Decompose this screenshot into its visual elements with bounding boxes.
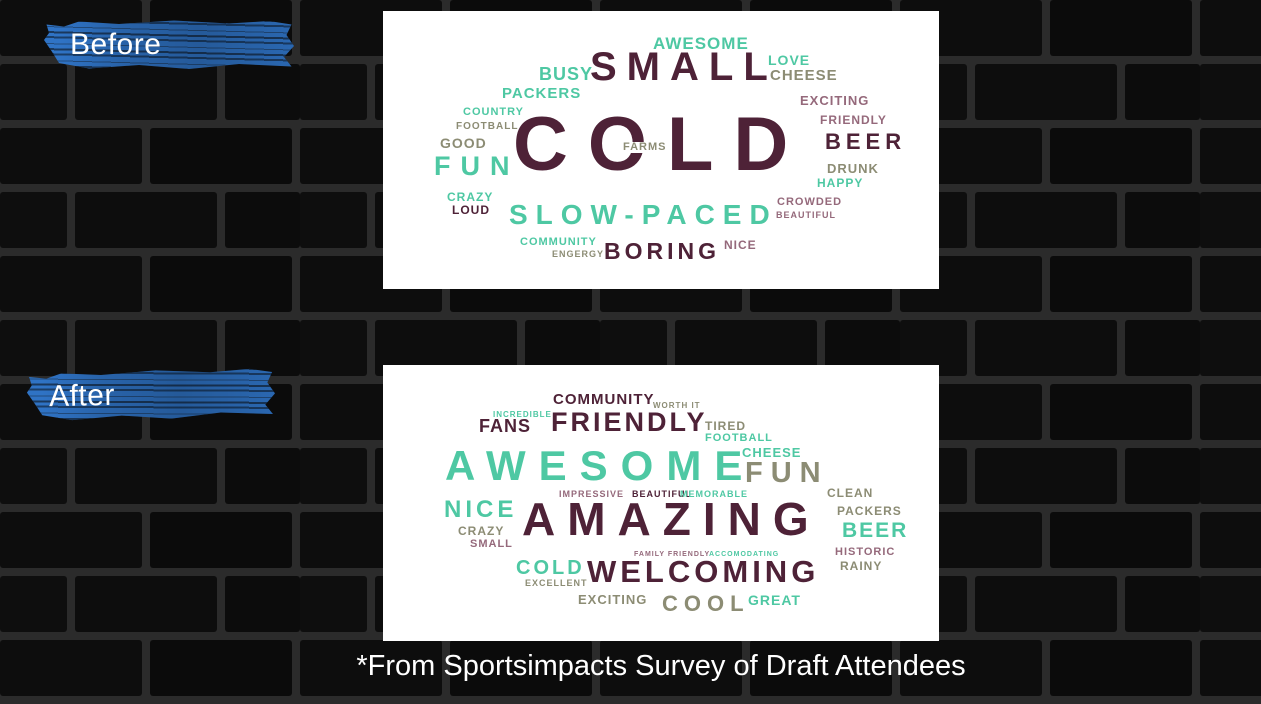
cloud-word: BEAUTIFUL: [632, 489, 692, 499]
after-wordcloud: COMMUNITY WORTH IT INCREDIBLE FANS FRIENDLY T…: [383, 365, 939, 641]
cloud-word: GOOD: [440, 135, 487, 151]
cloud-word: IMPRESSIVE: [559, 489, 625, 499]
before-wordcloud: AWESOME SMALL LOVE BUSY CHEESE PACKERS EXCITIN…: [383, 11, 939, 289]
cloud-word: CRAZY: [447, 190, 494, 204]
cloud-word: CROWDED: [777, 196, 843, 208]
cloud-word: BORING: [604, 238, 720, 264]
cloud-word: BEAUTIFUL: [776, 210, 836, 220]
cloud-word: COMMUNITY: [520, 236, 597, 248]
cloud-word: SLOW-PACED: [509, 199, 778, 230]
cloud-word: EXCELLENT: [525, 578, 588, 588]
cloud-word: LOVE: [768, 52, 811, 68]
cloud-word: GREAT: [748, 592, 801, 608]
cloud-word: COLD: [516, 557, 585, 579]
cloud-word: EXCITING: [578, 592, 648, 607]
cloud-word: BEER: [825, 129, 907, 154]
cloud-word: BEER: [842, 519, 909, 542]
cloud-word: HISTORIC: [835, 546, 896, 558]
cloud-word: HAPPY: [817, 176, 864, 190]
cloud-word: BUSY: [539, 64, 594, 84]
cloud-word: RAINY: [840, 559, 883, 573]
cloud-word: COOL: [662, 591, 750, 616]
cloud-word: FRIENDLY: [551, 407, 708, 437]
cloud-word: FANS: [479, 416, 532, 436]
cloud-word: COUNTRY: [463, 106, 524, 118]
cloud-word: ENGERGY: [552, 249, 605, 259]
cloud-word: COMMUNITY: [553, 391, 655, 408]
before-label: Before: [70, 28, 162, 61]
cloud-word: WORTH IT: [653, 401, 701, 410]
cloud-word: FUN: [434, 151, 520, 181]
cloud-word: MEMORABLE: [680, 489, 748, 499]
cloud-word: FRIENDLY: [820, 113, 887, 127]
cloud-word: CLEAN: [827, 486, 874, 500]
cloud-word: LOUD: [452, 203, 490, 217]
cloud-word: ACCOMODATING: [709, 551, 780, 558]
cloud-word: WELCOMING: [587, 554, 820, 589]
before-wordcloud-panel: AWESOME SMALL LOVE BUSY CHEESE PACKERS EXCITIN…: [383, 11, 939, 289]
cloud-word: NICE: [444, 496, 518, 523]
cloud-word: CHEESE: [742, 445, 802, 460]
cloud-word: DRUNK: [827, 161, 879, 176]
cloud-word: INCREDIBLE: [493, 410, 552, 419]
cloud-word: FOOTBALL: [456, 121, 519, 132]
cloud-word: TIRED: [705, 419, 746, 433]
cloud-word: AWESOME: [653, 34, 749, 53]
cloud-word: NICE: [724, 238, 757, 252]
cloud-word: FAMILY FRIENDLY: [634, 551, 711, 558]
after-wordcloud-panel: COMMUNITY WORTH IT INCREDIBLE FANS FRIENDLY T…: [383, 365, 939, 641]
cloud-word: PACKERS: [837, 504, 902, 518]
cloud-word: CRAZY: [458, 524, 505, 538]
cloud-word: FOOTBALL: [705, 432, 773, 444]
cloud-word: EXCITING: [800, 93, 870, 108]
after-label: After: [48, 378, 116, 414]
source-caption: *From Sportsimpacts Survey of Draft Atte…: [356, 650, 966, 682]
cloud-word: FUN: [745, 457, 829, 489]
cloud-word: AMAZING: [522, 493, 821, 545]
before-label-brush: Before: [44, 20, 294, 69]
cloud-word: FARMS: [621, 141, 669, 153]
cloud-word: SMALL: [590, 45, 778, 89]
cloud-word: PACKERS: [502, 85, 582, 102]
cloud-word: CHEESE: [770, 67, 838, 84]
cloud-word: AWESOME: [445, 442, 756, 489]
cloud-word: SMALL: [470, 538, 513, 550]
